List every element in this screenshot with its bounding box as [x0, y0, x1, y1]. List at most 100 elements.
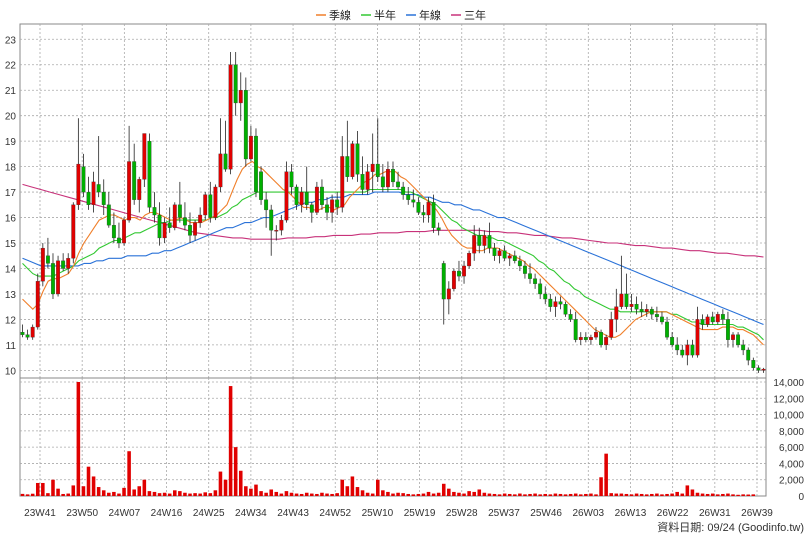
candle-body: [101, 191, 106, 205]
candle: [137, 176, 142, 213]
candle-body: [284, 171, 289, 221]
volume-bar: [665, 493, 669, 496]
candle: [279, 215, 284, 236]
candle: [446, 281, 451, 315]
volume-bar: [218, 471, 223, 496]
ma-half-line: [22, 188, 764, 341]
candle: [756, 365, 761, 373]
volume-bar: [112, 491, 116, 496]
candle: [523, 260, 527, 279]
candle-body: [238, 90, 243, 104]
data-date-credit: 資料日期: 09/24 (Goodinfo.tw): [657, 520, 804, 534]
candle-body: [594, 332, 598, 338]
candle-body: [609, 319, 614, 338]
candle: [193, 220, 198, 241]
candle-body: [665, 321, 669, 338]
volume-bar: [238, 470, 243, 496]
volume-bar: [269, 489, 273, 496]
candle-body: [167, 222, 172, 228]
candle: [218, 118, 223, 193]
candle-body: [117, 237, 121, 244]
volume-bar: [497, 494, 502, 496]
candle: [142, 133, 147, 187]
candle: [162, 217, 167, 244]
volume-bar: [325, 493, 329, 496]
candle: [56, 255, 60, 297]
x-axis: 23W41 23W50 24W07 24W16 24W25 24W34 24W43 24W52…: [24, 508, 773, 519]
candle-body: [365, 171, 370, 190]
candle-body: [172, 204, 177, 228]
candle-body: [106, 204, 111, 226]
volume-tick-label: 12,000: [773, 394, 804, 405]
volume-bar: [447, 488, 451, 496]
candle: [238, 72, 243, 121]
volume-bar: [746, 494, 751, 496]
candle: [157, 202, 162, 246]
volume-bar: [375, 479, 380, 496]
candle-body: [401, 186, 406, 195]
legend-label: 年線: [419, 8, 441, 22]
volume-bar: [188, 493, 192, 496]
candle: [314, 181, 319, 216]
candle-body: [309, 204, 314, 213]
candle-body: [710, 316, 715, 323]
price-tick-label: 12: [5, 315, 17, 326]
volume-bar: [381, 490, 385, 496]
candle: [751, 357, 756, 371]
volume-bar: [705, 493, 710, 496]
volume-bar: [731, 494, 735, 496]
volume-bar: [304, 492, 309, 496]
price-tick-label: 13: [5, 290, 17, 301]
candle-body: [538, 283, 543, 295]
volume-bar: [472, 491, 476, 496]
candle: [76, 118, 81, 210]
candle: [25, 329, 30, 340]
candle-body: [467, 253, 472, 267]
x-tick-label: 26W03: [572, 508, 604, 519]
price-frame: [19, 23, 767, 379]
candle-body: [406, 194, 411, 200]
price-tick-label: 19: [5, 137, 17, 148]
candle-body: [553, 301, 558, 307]
candle: [71, 202, 76, 264]
volume-bar: [477, 489, 482, 496]
volume-bar: [396, 492, 400, 496]
candle-body: [294, 186, 299, 205]
candle: [568, 309, 573, 322]
candle-body: [634, 303, 639, 310]
candle-body: [208, 194, 213, 218]
candle: [40, 243, 45, 287]
candle: [411, 189, 416, 208]
volume-bar: [51, 479, 55, 496]
legend-item: 季線: [316, 8, 351, 22]
candle-body: [644, 309, 649, 312]
candle-body: [670, 337, 675, 346]
candle: [746, 347, 751, 366]
candle-body: [654, 314, 659, 318]
volume-tick-label: 10,000: [773, 411, 804, 422]
volume-bar: [162, 492, 167, 496]
candle: [243, 77, 248, 167]
legend: 季線 半年 年線 三年: [316, 8, 486, 22]
volume-bar: [421, 493, 426, 496]
candle: [172, 202, 177, 231]
volume-bar: [244, 486, 248, 496]
price-tick-label: 23: [5, 35, 17, 46]
volume-bar: [228, 386, 233, 496]
candle: [583, 332, 588, 343]
volume-bar: [716, 494, 720, 496]
candle-body: [558, 301, 563, 305]
candle-body: [45, 255, 50, 264]
candle: [233, 52, 238, 116]
candle-body: [507, 255, 512, 259]
candle: [441, 260, 446, 325]
candle: [91, 171, 96, 213]
candle-body: [441, 263, 446, 300]
candle-body: [35, 281, 40, 328]
volume-bar: [457, 492, 461, 496]
candle: [111, 212, 116, 244]
candle-body: [695, 319, 700, 356]
candle: [365, 164, 370, 195]
volume-bar: [101, 490, 106, 496]
candle-body: [350, 143, 355, 177]
